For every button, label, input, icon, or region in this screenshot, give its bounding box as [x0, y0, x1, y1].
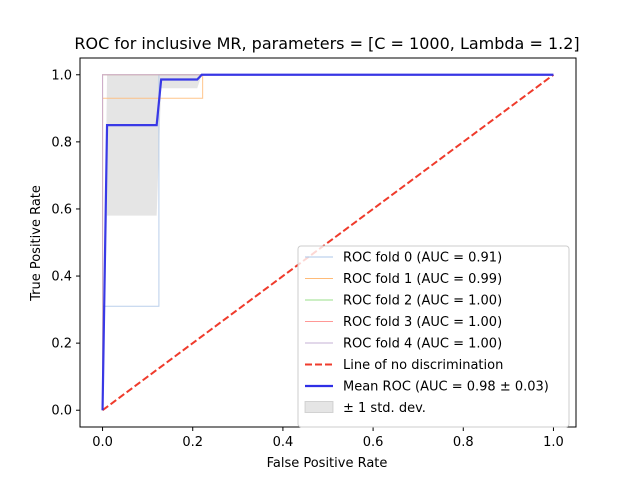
x-tick-label: 0.2: [182, 435, 203, 450]
x-tick-label: 0.8: [453, 435, 474, 450]
x-tick-label: 0.4: [273, 435, 294, 450]
x-tick-label: 1.0: [543, 435, 564, 450]
series-layer: [101, 73, 555, 412]
legend: ROC fold 0 (AUC = 0.91) ROC fold 1 (AUC =…: [297, 245, 570, 428]
std-band: [102, 74, 554, 411]
x-tick-label: 0.6: [363, 435, 384, 450]
legend-label: ROC fold 2 (AUC = 1.00): [343, 294, 502, 309]
legend-label: Mean ROC (AUC = 0.98 ± 0.03): [343, 380, 549, 395]
legend-box: [297, 245, 570, 428]
y-axis-label: True Positive Rate: [29, 185, 44, 302]
y-tick-label: 0.2: [51, 337, 72, 352]
y-tick-label: 0.4: [51, 270, 72, 285]
plot-area: 0.0 0.2 0.4 0.6 0.8 1.0 0.0 0.2 0.4 0.6 0.8 1.0: [51, 57, 577, 450]
series-line-5: [101, 73, 555, 412]
legend-label: ± 1 std. dev.: [343, 401, 426, 416]
legend-label: Line of no discrimination: [343, 358, 503, 373]
legend-label: ROC fold 0 (AUC = 0.91): [343, 251, 502, 266]
legend-swatch: [304, 401, 334, 413]
y-axis-ticks: 0.0 0.2 0.4 0.6 0.8 1.0: [51, 68, 80, 419]
series-line-6: [101, 73, 554, 411]
legend-label: ROC fold 4 (AUC = 1.00): [343, 337, 502, 352]
y-tick-label: 1.0: [51, 68, 72, 83]
std-band-layer: [102, 74, 554, 411]
y-tick-label: 0.0: [51, 404, 72, 419]
y-tick-label: 0.8: [51, 135, 72, 150]
x-tick-label: 0.0: [92, 435, 113, 450]
legend-label: ROC fold 1 (AUC = 0.99): [343, 272, 502, 287]
x-axis-label: False Positive Rate: [267, 456, 388, 471]
chart-title: ROC for inclusive MR, parameters = [C = …: [74, 34, 579, 53]
legend-label: ROC fold 3 (AUC = 1.00): [343, 315, 502, 330]
y-tick-label: 0.6: [51, 202, 72, 217]
x-axis-ticks: 0.0 0.2 0.4 0.6 0.8 1.0: [92, 427, 564, 450]
